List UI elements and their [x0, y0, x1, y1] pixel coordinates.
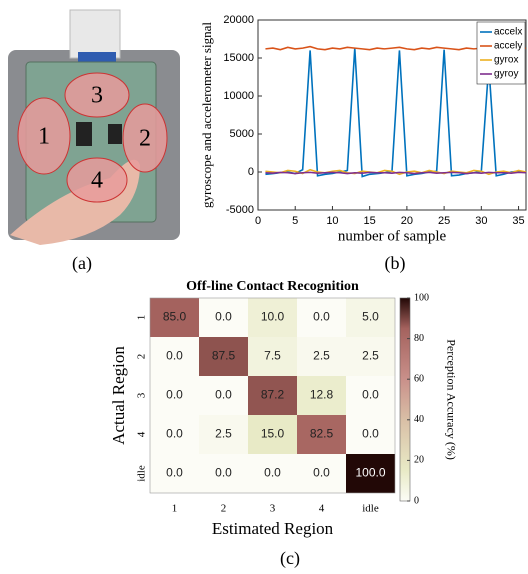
- cell-label: 7.5: [264, 349, 281, 363]
- y-tick-label: 4: [136, 431, 148, 437]
- region-label: 3: [91, 83, 103, 109]
- x-tick-label: 10: [326, 215, 338, 227]
- caption: (b): [385, 253, 406, 274]
- y-tick-label: idle: [136, 465, 148, 482]
- colorbar: [400, 298, 410, 501]
- y-axis-label: Actual Region: [109, 346, 128, 445]
- x-axis-label: Estimated Region: [212, 519, 334, 538]
- cell-label: 0.0: [215, 388, 232, 402]
- cell-label: 12.8: [310, 388, 334, 402]
- cell-label: 87.2: [261, 388, 285, 402]
- x-tick-label: 30: [475, 215, 487, 227]
- y-tick-label: 3: [136, 392, 148, 398]
- cell-label: 0.0: [166, 388, 183, 402]
- y-tick-label: 10000: [223, 90, 254, 102]
- legend-label: gyroy: [494, 69, 518, 80]
- figure: 1 2 3 4 (a) (b) (c) -5000050001000015000…: [0, 0, 528, 574]
- y-tick-label: 1: [136, 315, 148, 321]
- legend-label: gyrox: [494, 55, 518, 66]
- x-tick-label: 1: [172, 503, 178, 515]
- y-tick-label: 0: [248, 166, 254, 178]
- cell-label: 0.0: [215, 310, 232, 324]
- ribbon-cable: [70, 10, 120, 58]
- colorbar-tick-label: 20: [414, 455, 424, 466]
- x-tick-label: 4: [319, 503, 325, 515]
- region-label: 2: [139, 126, 151, 152]
- legend-label: accelx: [494, 27, 522, 38]
- cell-label: 0.0: [166, 349, 183, 363]
- y-tick-label: 2: [136, 354, 148, 360]
- cell-label: 0.0: [166, 466, 183, 480]
- cell-label: 0.0: [313, 310, 330, 324]
- cell-label: 0.0: [166, 427, 183, 441]
- region-label: 1: [38, 124, 50, 150]
- colorbar-tick-label: 60: [414, 373, 424, 384]
- cell-label: 0.0: [362, 388, 379, 402]
- chip: [108, 124, 122, 144]
- cell-label: 2.5: [362, 349, 379, 363]
- cell-label: 85.0: [163, 310, 187, 324]
- caption: (a): [72, 253, 92, 274]
- y-tick-label: 15000: [223, 52, 254, 64]
- colorbar-tick-label: 80: [414, 333, 424, 344]
- photo: 1 2 3 4: [8, 10, 180, 245]
- cell-label: 0.0: [313, 466, 330, 480]
- x-tick-label: idle: [362, 503, 379, 515]
- caption: (c): [280, 548, 300, 569]
- cell-label: 2.5: [313, 349, 330, 363]
- series-line: [265, 172, 526, 173]
- x-tick-label: 0: [255, 215, 261, 227]
- cell-label: 87.5: [212, 349, 236, 363]
- cell-label: 0.0: [362, 427, 379, 441]
- cell-label: 0.0: [264, 466, 281, 480]
- legend-label: accely: [494, 41, 522, 52]
- x-tick-label: 2: [221, 503, 227, 515]
- colorbar-tick-label: 40: [414, 414, 424, 425]
- y-tick-label: -5000: [226, 204, 254, 216]
- cell-label: 15.0: [261, 427, 285, 441]
- chart-title: Off-line Contact Recognition: [186, 279, 359, 294]
- x-tick-label: 3: [270, 503, 276, 515]
- y-tick-label: 20000: [223, 14, 254, 26]
- cell-label: 100.0: [355, 466, 385, 480]
- cell-label: 82.5: [310, 427, 334, 441]
- chip: [76, 122, 92, 146]
- colorbar-tick-label: 0: [414, 495, 419, 506]
- cell-label: 5.0: [362, 310, 379, 324]
- cell-label: 10.0: [261, 310, 285, 324]
- y-axis-label: gyroscope and accelerometer signal: [199, 22, 214, 208]
- y-tick-label: 5000: [230, 128, 254, 140]
- region-label: 4: [91, 168, 103, 194]
- x-axis-label: number of sample: [338, 228, 447, 244]
- x-tick-label: 25: [438, 215, 450, 227]
- x-tick-label: 20: [401, 215, 413, 227]
- colorbar-tick-label: 100: [414, 292, 429, 303]
- cell-label: 0.0: [215, 466, 232, 480]
- cell-label: 2.5: [215, 427, 232, 441]
- x-tick-label: 35: [512, 215, 524, 227]
- x-tick-label: 15: [364, 215, 376, 227]
- x-tick-label: 5: [292, 215, 298, 227]
- colorbar-label: Perception Accuracy (%): [444, 339, 458, 460]
